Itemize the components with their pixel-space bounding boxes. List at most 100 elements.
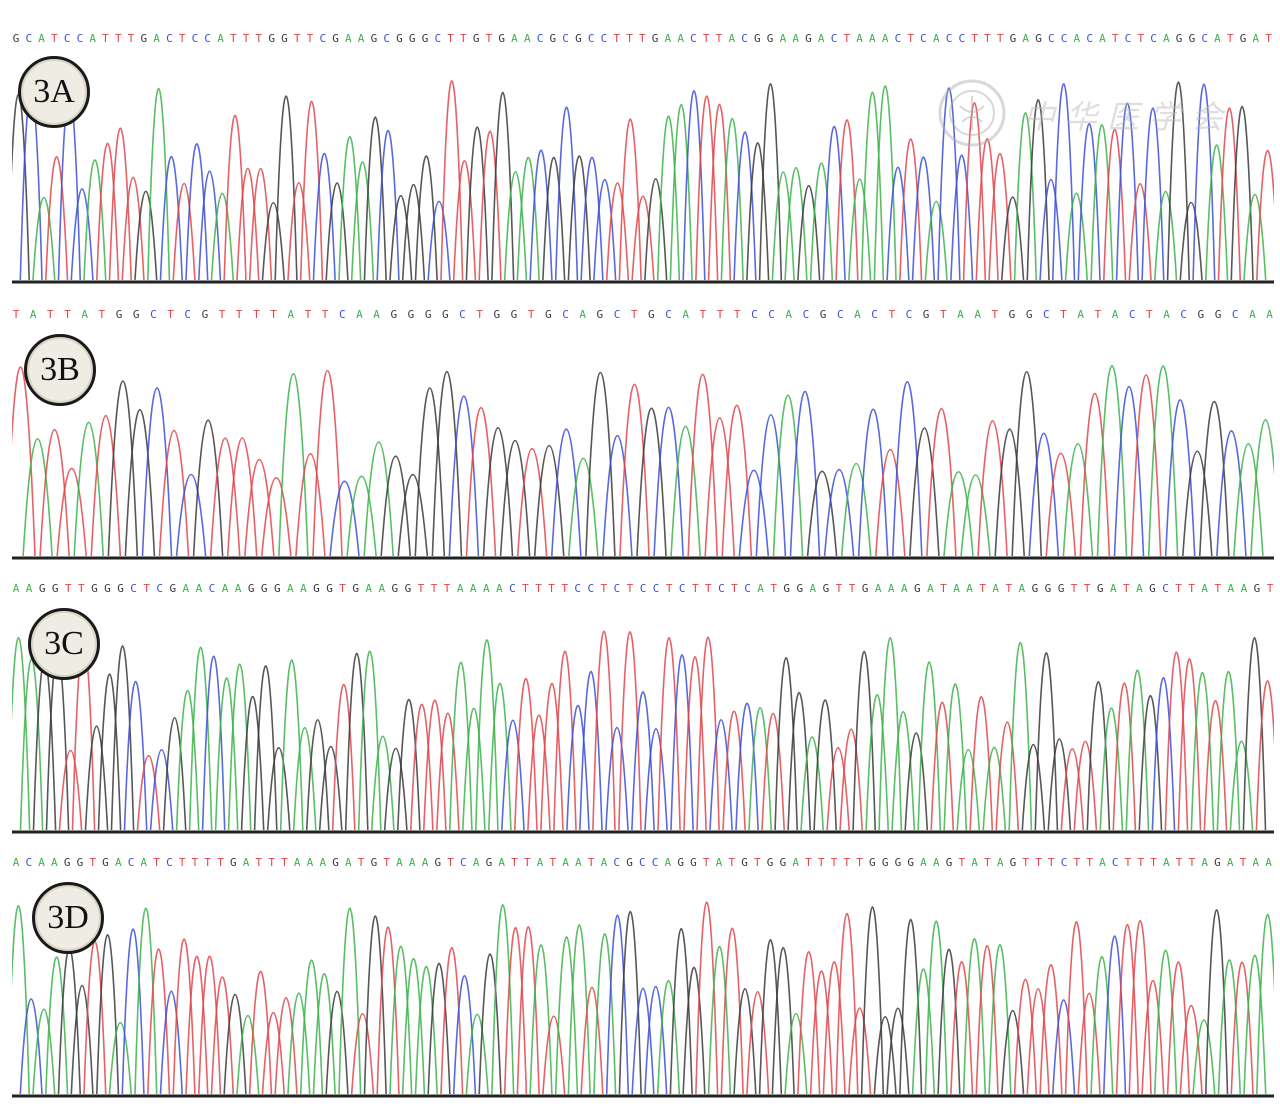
base-call: G: [1188, 32, 1196, 45]
trace-peak: [823, 468, 855, 557]
base-call: T: [1073, 856, 1081, 869]
base-call: T: [460, 32, 467, 45]
trace-peak: [943, 683, 968, 831]
base-call: T: [728, 856, 736, 869]
base-call: G: [424, 308, 432, 321]
base-call: C: [1086, 32, 1093, 45]
base-call: C: [536, 32, 544, 45]
trace-peak: [22, 438, 53, 557]
trace-peak: [1141, 107, 1165, 281]
trace-peak: [370, 735, 395, 831]
trace-peak: [943, 471, 974, 557]
trace-peak: [1182, 450, 1213, 557]
base-call: G: [390, 308, 398, 321]
trace-peak: [1205, 909, 1229, 1095]
trace-peak: [465, 126, 489, 281]
base-call: T: [167, 308, 174, 321]
base-call: T: [805, 856, 812, 869]
trace-peak: [452, 975, 477, 1095]
trace-peak: [436, 712, 460, 831]
base-call: G: [1214, 856, 1221, 869]
trace-peak: [452, 160, 477, 281]
base-call: T: [971, 32, 978, 45]
trace-peak: [656, 980, 681, 1095]
base-call: A: [1163, 856, 1170, 869]
trace-peak: [580, 156, 604, 281]
base-call: C: [613, 582, 621, 595]
trace-peak: [529, 149, 553, 281]
trace-peak: [363, 116, 387, 281]
trace-peak: [503, 926, 528, 1095]
base-call: G: [370, 856, 378, 869]
trace-peak: [1090, 124, 1114, 281]
trace-peak: [12, 905, 30, 1095]
trace-peak: [198, 955, 222, 1095]
base-call: T: [817, 856, 825, 869]
trace-peak: [274, 95, 298, 281]
trace-peak: [566, 705, 590, 831]
trace-peak: [904, 732, 929, 831]
trace-peak: [774, 656, 798, 831]
base-call: T: [293, 32, 301, 45]
trace-peak: [124, 409, 156, 557]
base-call: T: [1226, 32, 1234, 45]
base-call: T: [1175, 582, 1182, 595]
base-call: A: [1018, 582, 1026, 595]
base-call: A: [421, 856, 429, 869]
trace-peak: [287, 992, 311, 1095]
base-call: G: [894, 856, 902, 869]
base-call: G: [861, 582, 869, 595]
base-call: T: [98, 308, 106, 321]
base-call: G: [229, 856, 237, 869]
base-call: G: [326, 582, 333, 595]
base-call: G: [332, 856, 339, 869]
base-call: T: [848, 582, 856, 595]
base-call: A: [1265, 856, 1272, 869]
trace-peak: [440, 80, 464, 281]
base-call: G: [313, 582, 320, 595]
trace-peak: [58, 750, 83, 831]
base-call: G: [38, 582, 46, 595]
base-call: A: [1227, 582, 1235, 595]
trace-peak: [389, 945, 413, 1095]
trace-peak: [720, 927, 744, 1095]
base-call: G: [201, 308, 209, 321]
base-call: C: [156, 582, 163, 595]
base-call: T: [268, 856, 275, 869]
trace-peak: [709, 718, 733, 831]
trace-peak: [325, 182, 349, 281]
trace-peak: [346, 475, 377, 557]
base-call: C: [600, 32, 608, 45]
base-call: A: [182, 582, 190, 595]
trace-peak: [1086, 681, 1111, 831]
base-call: C: [204, 32, 212, 45]
trace-peak: [758, 939, 783, 1095]
base-call: A: [472, 856, 480, 869]
trace-peak: [568, 457, 599, 557]
base-call: A: [682, 308, 690, 321]
trace-peak: [344, 652, 369, 831]
base-call: A: [38, 856, 45, 869]
trace-peak: [318, 745, 343, 831]
base-call: C: [383, 32, 390, 45]
base-call: G: [881, 856, 889, 869]
base-call: T: [691, 582, 699, 595]
trace-peak: [554, 106, 579, 281]
base-call: G: [945, 856, 953, 869]
base-call: T: [270, 308, 277, 321]
base-call: C: [652, 582, 660, 595]
trace-peak: [860, 91, 885, 281]
trace-peak: [1199, 401, 1230, 557]
base-call: T: [306, 32, 314, 45]
base-call: T: [705, 582, 712, 595]
base-call: A: [881, 32, 889, 45]
trace-peak: [707, 103, 732, 281]
trace-peak: [325, 991, 349, 1095]
base-call: T: [843, 856, 851, 869]
base-call: G: [260, 582, 268, 595]
trace-peak: [911, 156, 936, 281]
trace-peak: [899, 918, 923, 1095]
trace-peak: [158, 430, 190, 557]
base-call: T: [939, 308, 947, 321]
trace-peak: [261, 202, 285, 281]
